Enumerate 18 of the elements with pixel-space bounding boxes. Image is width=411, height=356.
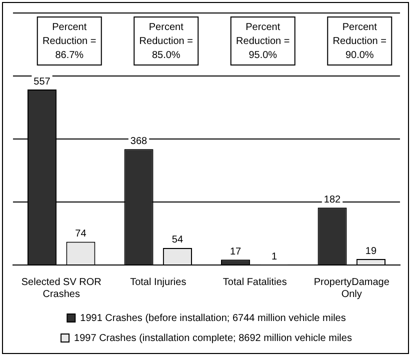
annotation: Percent Reduction = 95.0% xyxy=(236,22,290,61)
legend-label: 1997 Crashes (installation complete; 8692 million vehicle miles xyxy=(74,332,352,344)
annotation: Percent Reduction = 85.0% xyxy=(139,22,194,61)
data-label: 74 xyxy=(75,228,87,240)
x-tick-label: Selected SV ROR Crashes xyxy=(21,276,102,300)
data-label: 19 xyxy=(365,246,377,257)
x-tick-label: PropertyDamage Only xyxy=(314,276,390,300)
data-label: 557 xyxy=(34,76,51,88)
data-label: 54 xyxy=(172,234,184,246)
data-label: 1 xyxy=(271,251,278,262)
x-tick-label: Total Injuries xyxy=(130,276,186,288)
data-label: 182 xyxy=(324,194,342,206)
legend-label: 1991 Crashes (before installation; 6744 million vehicle miles xyxy=(80,312,346,324)
x-tick-label: Total Fatalities xyxy=(222,276,287,288)
annotation: Percent Reduction = 86.7% xyxy=(42,22,96,61)
data-label: 17 xyxy=(230,246,242,258)
data-label: 368 xyxy=(130,136,148,147)
annotation: Percent Reduction = 90.0% xyxy=(332,22,387,61)
